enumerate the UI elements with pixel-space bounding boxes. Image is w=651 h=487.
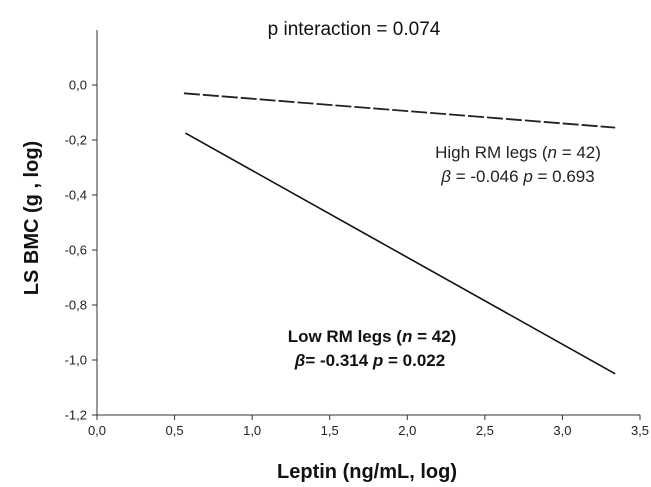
x-axis-title: Leptin (ng/mL, log) [277, 461, 457, 483]
y-tick-label: -0,6 [65, 243, 87, 258]
y-axis-title: LS BMC (g , log) [21, 141, 43, 295]
x-tick-label: 2,5 [476, 423, 494, 438]
y-tick-label: -0,4 [65, 188, 87, 203]
x-axis-ticks: 0,0 0,5 1,0 1,5 2,0 2,5 3,0 3,5 [88, 415, 649, 438]
annotation-low-rm-stats: β= -0.314 p = 0.022 [294, 351, 445, 370]
axes [96, 30, 640, 416]
series-line-low-rm [185, 132, 616, 375]
x-tick-label: 2,0 [398, 423, 416, 438]
y-tick-label: 0,0 [69, 78, 87, 93]
y-tick-label: -0,2 [65, 133, 87, 148]
annotation-low-rm-label: Low RM legs (n = 42) [288, 327, 457, 346]
annotation-low-rm: Low RM legs (n = 42) β= -0.314 p = 0.022 [288, 327, 457, 370]
series-line-high-rm [183, 92, 616, 129]
annotation-high-rm-label: High RM legs (n = 42) [435, 143, 601, 162]
y-tick-label: -1,0 [65, 353, 87, 368]
x-tick-label: 0,0 [88, 423, 106, 438]
y-axis-ticks: 0,0 -0,2 -0,4 -0,6 -0,8 -1,0 -1,2 [65, 78, 97, 423]
x-tick-label: 3,5 [631, 423, 649, 438]
annotation-high-rm: High RM legs (n = 42) β = -0.046 p = 0.6… [435, 143, 601, 186]
y-tick-label: -0,8 [65, 298, 87, 313]
y-tick-label: -1,2 [65, 408, 87, 423]
chart-title: p interaction = 0.074 [268, 19, 441, 40]
series-layer [183, 92, 616, 375]
x-tick-label: 1,0 [243, 423, 261, 438]
x-tick-label: 0,5 [166, 423, 184, 438]
annotation-high-rm-stats: β = -0.046 p = 0.693 [440, 167, 594, 186]
x-tick-label: 1,5 [321, 423, 339, 438]
x-tick-label: 3,0 [553, 423, 571, 438]
